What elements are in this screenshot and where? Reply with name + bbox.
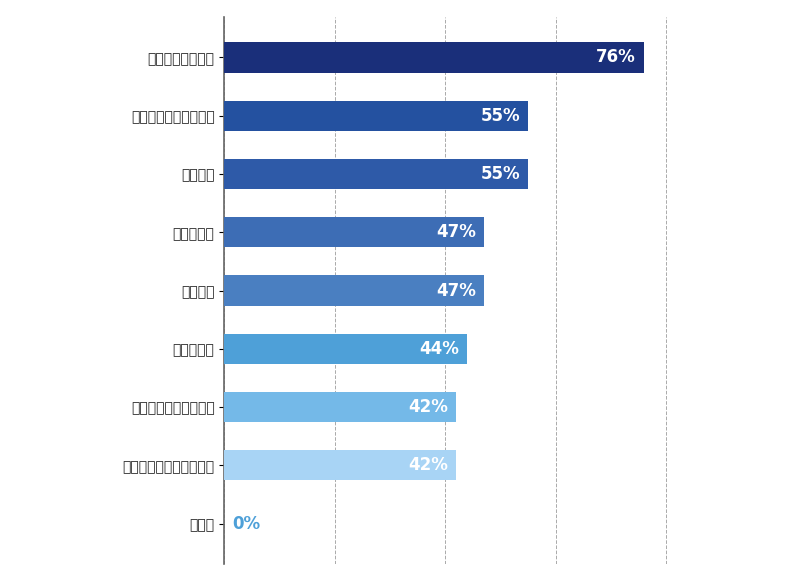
Text: 47%: 47% xyxy=(436,282,476,299)
Text: 76%: 76% xyxy=(596,48,636,66)
Text: 55%: 55% xyxy=(481,165,520,183)
Bar xyxy=(224,159,529,189)
Bar xyxy=(224,42,644,73)
Text: 44%: 44% xyxy=(419,340,459,358)
Bar xyxy=(224,275,484,306)
Bar xyxy=(224,392,457,422)
Text: 47%: 47% xyxy=(436,223,476,241)
Text: 55%: 55% xyxy=(481,107,520,125)
Text: 42%: 42% xyxy=(409,398,448,416)
Bar xyxy=(224,217,484,248)
Text: 42%: 42% xyxy=(409,456,448,474)
Bar xyxy=(224,101,529,131)
Bar xyxy=(224,333,468,364)
Bar xyxy=(224,450,457,480)
Text: 0%: 0% xyxy=(232,515,260,533)
